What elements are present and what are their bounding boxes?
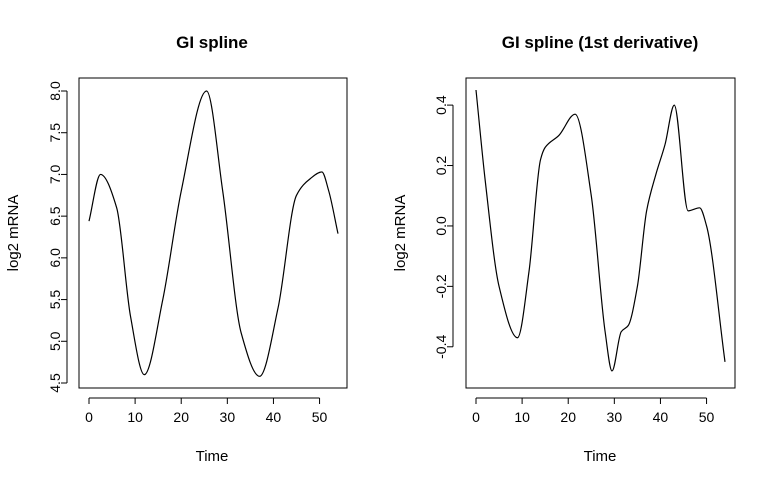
x-tick-label: 50 [699,409,715,425]
x-axis: 0 10 20 30 40 50 [472,397,715,425]
x-tick-label: 20 [173,409,189,425]
x-tick-label: 10 [127,409,143,425]
x-tick-label: 30 [607,409,623,425]
chart-title: GI spline (1st derivative) [502,33,699,52]
y-axis: 4.5 5.0 5.5 6.0 6.5 7.0 7.5 8.0 [47,81,68,393]
x-tick-label: 40 [653,409,669,425]
y-tick-label: -0.2 [433,274,449,298]
x-tick-label: 10 [514,409,530,425]
y-axis-label: log2 mRNA [392,195,409,272]
y-tick-label: 0.4 [433,95,449,115]
x-tick-label: 0 [85,409,93,425]
x-axis-label: Time [196,448,229,465]
y-tick-label: 7.0 [47,164,63,184]
y-tick-label: 0.2 [433,156,449,176]
y-axis: -0.4 -0.2 0.0 0.2 0.4 [433,95,454,359]
x-tick-label: 40 [266,409,282,425]
x-tick-label: 50 [312,409,328,425]
x-tick-label: 0 [472,409,480,425]
x-axis: 0 10 20 30 40 50 [85,397,328,425]
y-tick-label: 6.0 [47,248,63,268]
series-line [475,89,726,372]
y-tick-label: -0.4 [433,335,449,359]
chart-title: GI spline [176,33,248,52]
panel-gi-spline: GI spline Time log2 mRNA 0 10 20 30 40 50 4.5… [5,33,348,465]
y-tick-label: 8.0 [47,81,63,101]
y-tick-label: 7.5 [47,123,63,143]
y-tick-label: 4.5 [47,373,63,393]
plot-frame [465,77,736,389]
series-line [88,90,339,377]
y-tick-label: 5.5 [47,290,63,310]
y-tick-label: 6.5 [47,206,63,226]
x-tick-label: 20 [560,409,576,425]
plot-frame [78,77,348,389]
x-tick-label: 30 [220,409,236,425]
y-tick-label: 0.0 [433,216,449,236]
panel-gi-spline-derivative: GI spline (1st derivative) Time log2 mRN… [392,33,736,465]
y-tick-label: 5.0 [47,331,63,351]
y-axis-label: log2 mRNA [5,195,22,272]
x-axis-label: Time [584,448,617,465]
